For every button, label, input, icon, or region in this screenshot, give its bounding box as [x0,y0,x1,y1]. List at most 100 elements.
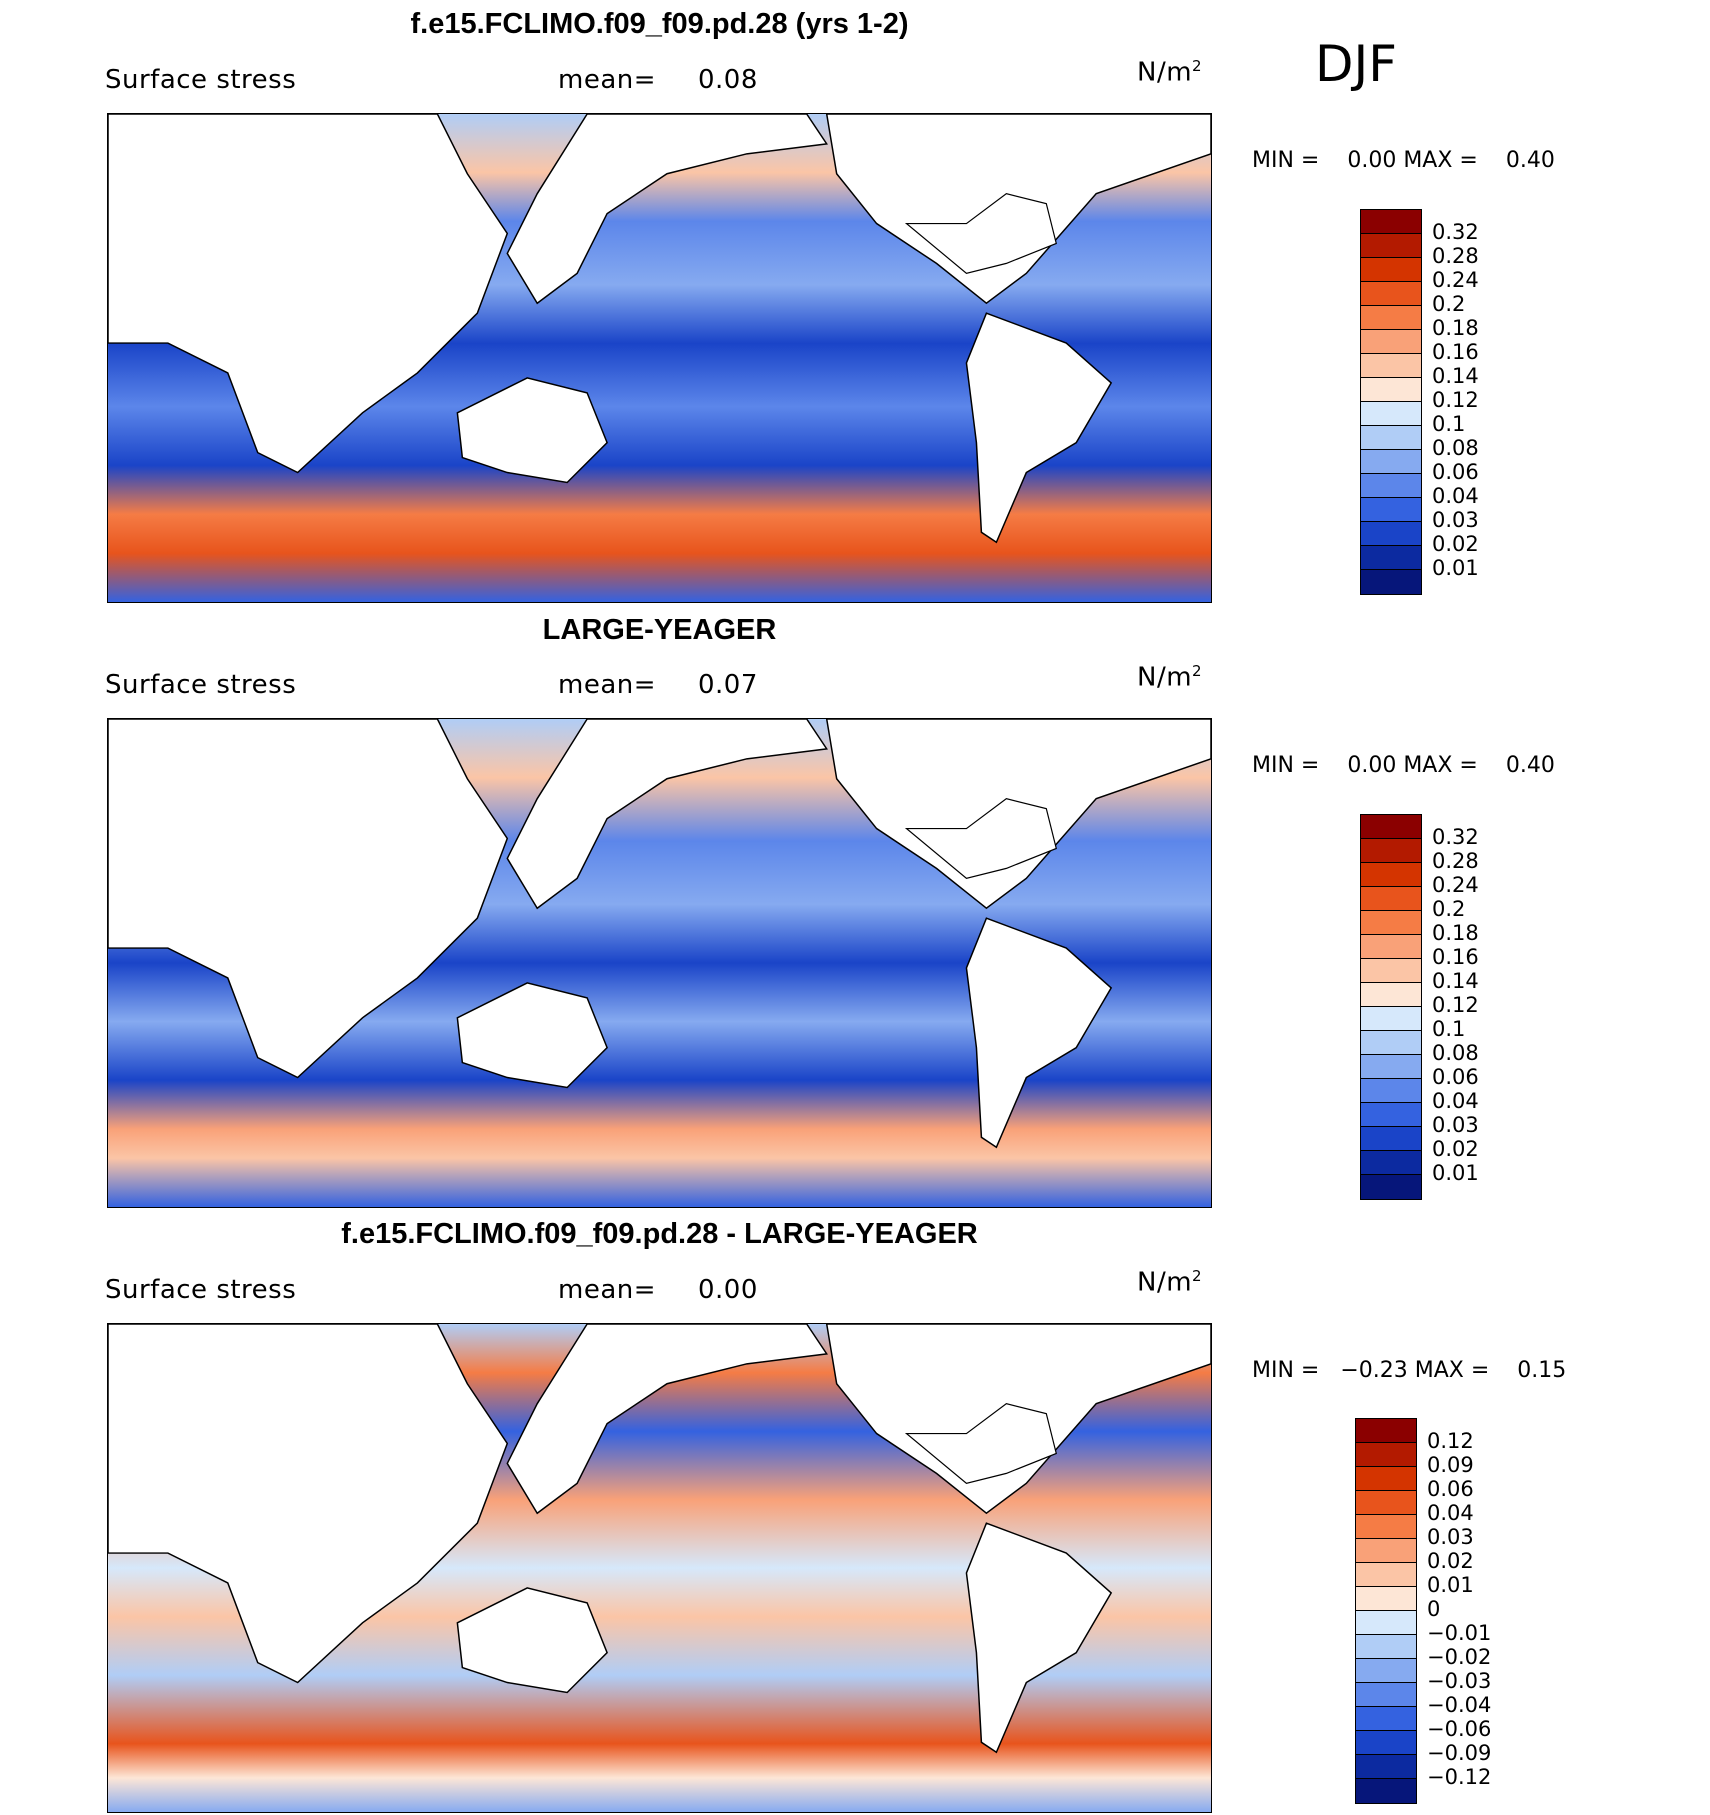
colorbar-swatch [1361,911,1421,935]
panel-2-map [107,718,1212,1208]
panel-2-mean-label: mean= [558,670,657,700]
colorbar-tick-label: −0.03 [1427,1669,1492,1693]
colorbar-swatch [1361,1127,1421,1151]
colorbar-swatch [1361,522,1421,546]
colorbar-swatch [1361,863,1421,887]
colorbar-tick-label: 0.06 [1432,460,1479,484]
colorbar-tick-label: 0.02 [1432,1137,1479,1161]
colorbar-tick-label: 0.08 [1432,436,1479,460]
colorbar-tick-label: 0 [1427,1597,1441,1621]
colorbar-tick-label: 0.2 [1432,897,1466,921]
colorbar-swatch [1361,498,1421,522]
colorbar-swatch [1361,1175,1421,1199]
colorbar-swatch [1361,450,1421,474]
colorbar-swatch [1361,306,1421,330]
colorbar-tick-label: 0.09 [1427,1453,1474,1477]
colorbar-swatch [1361,354,1421,378]
panel-1-map-svg [108,114,1211,602]
colorbar-tick-label: −0.12 [1427,1765,1492,1789]
colorbar-swatch [1356,1683,1416,1707]
colorbar-tick-label: 0.1 [1432,1017,1466,1041]
colorbar-swatch [1361,282,1421,306]
panel-1-title: f.e15.FCLIMO.f09_f09.pd.28 (yrs 1-2) [410,8,909,40]
colorbar-swatch [1361,570,1421,594]
panel-2-title: LARGE-YEAGER [542,614,777,646]
colorbar-swatch [1361,330,1421,354]
panel-2-colorbar: 0.32 0.28 0.24 0.2 0.18 0.16 0.14 0.12 0.1 0.08 0.… [1360,814,1479,1200]
colorbar-swatch [1361,887,1421,911]
panel-3-title: f.e15.FCLIMO.f09_f09.pd.28 - LARGE-YEAGE… [341,1218,978,1250]
colorbar-swatch [1356,1755,1416,1779]
colorbar-tick-label: 0.1 [1432,412,1466,436]
panel-2-mean-value: 0.07 [698,670,758,700]
colorbar-swatch [1356,1635,1416,1659]
colorbar-swatch [1361,546,1421,570]
panel-2-map-svg [108,719,1211,1207]
colorbar-swatch [1361,959,1421,983]
colorbar-swatch [1361,1055,1421,1079]
colorbar-tick-label: 0.03 [1427,1525,1474,1549]
colorbar-tick-label: 0.01 [1432,556,1479,580]
colorbar-tick-label: 0.02 [1427,1549,1474,1573]
colorbar-tick-label: 0.16 [1432,945,1479,969]
colorbar-tick-label: 0.01 [1432,1161,1479,1185]
panel-2-minmax: MIN = 0.00 MAX = 0.40 [1252,753,1555,778]
colorbar-swatch [1361,402,1421,426]
panel-1-colorbar: 0.32 0.28 0.24 0.2 0.18 0.16 0.14 0.12 0.1 0.08 0.… [1360,209,1479,595]
colorbar-swatch [1356,1587,1416,1611]
panel-3-units: N/m2 [1137,1267,1203,1298]
colorbar-swatch [1361,1007,1421,1031]
panel-3-variable: Surface stress [105,1275,297,1305]
panel-1-minmax: MIN = 0.00 MAX = 0.40 [1252,148,1555,173]
colorbar-swatch [1361,210,1421,234]
colorbar-swatch [1361,1079,1421,1103]
colorbar-swatch [1361,234,1421,258]
colorbar-tick-label: 0.12 [1427,1429,1474,1453]
colorbar-swatch [1361,474,1421,498]
colorbar-tick-label: 0.32 [1432,825,1479,849]
colorbar-tick-label: 0.03 [1432,1113,1479,1137]
season-label: DJF [1315,35,1398,93]
colorbar-swatches [1360,814,1422,1200]
colorbar-tick-label: 0.12 [1432,993,1479,1017]
colorbar-swatch [1361,935,1421,959]
panel-1-variable: Surface stress [105,65,297,95]
colorbar-tick-label: 0.18 [1432,316,1479,340]
colorbar-tick-label: −0.09 [1427,1741,1492,1765]
colorbar-tick-label: 0.14 [1432,969,1479,993]
colorbar-tick-label: 0.04 [1432,1089,1479,1113]
colorbar-swatch [1356,1563,1416,1587]
colorbar-swatch [1356,1611,1416,1635]
colorbar-swatch [1356,1443,1416,1467]
colorbar-tick-label: 0.02 [1432,532,1479,556]
panel-3-colorbar: 0.12 0.09 0.06 0.04 0.03 0.02 0.01 0 −0.01 −0.02−… [1355,1418,1491,1804]
panel-1-mean-value: 0.08 [698,65,758,95]
colorbar-tick-label: −0.02 [1427,1645,1492,1669]
colorbar-swatches [1355,1418,1417,1804]
colorbar-tick-label: 0.24 [1432,873,1479,897]
colorbar-swatch [1361,426,1421,450]
colorbar-tick-label: 0.24 [1432,268,1479,292]
colorbar-tick-label: 0.06 [1427,1477,1474,1501]
colorbar-swatch [1361,1031,1421,1055]
colorbar-swatch [1361,983,1421,1007]
colorbar-tick-label: −0.01 [1427,1621,1492,1645]
colorbar-swatch [1356,1779,1416,1803]
colorbar-swatch [1361,839,1421,863]
colorbar-tick-label: −0.06 [1427,1717,1492,1741]
panel-1-map [107,113,1212,603]
colorbar-tick-label: 0.03 [1432,508,1479,532]
colorbar-tick-label: 0.01 [1427,1573,1474,1597]
colorbar-tick-label: 0.16 [1432,340,1479,364]
panel-1-units: N/m2 [1137,57,1203,88]
colorbar-tick-label: 0.28 [1432,244,1479,268]
colorbar-tick-label: 0.18 [1432,921,1479,945]
colorbar-tick-label: 0.08 [1432,1041,1479,1065]
colorbar-swatch [1361,815,1421,839]
colorbar-swatch [1356,1539,1416,1563]
colorbar-swatch [1356,1467,1416,1491]
colorbar-tick-label: 0.32 [1432,220,1479,244]
colorbar-tick-label: 0.04 [1427,1501,1474,1525]
colorbar-tick-label: 0.06 [1432,1065,1479,1089]
panel-3-minmax: MIN = −0.23 MAX = 0.15 [1252,1358,1567,1383]
